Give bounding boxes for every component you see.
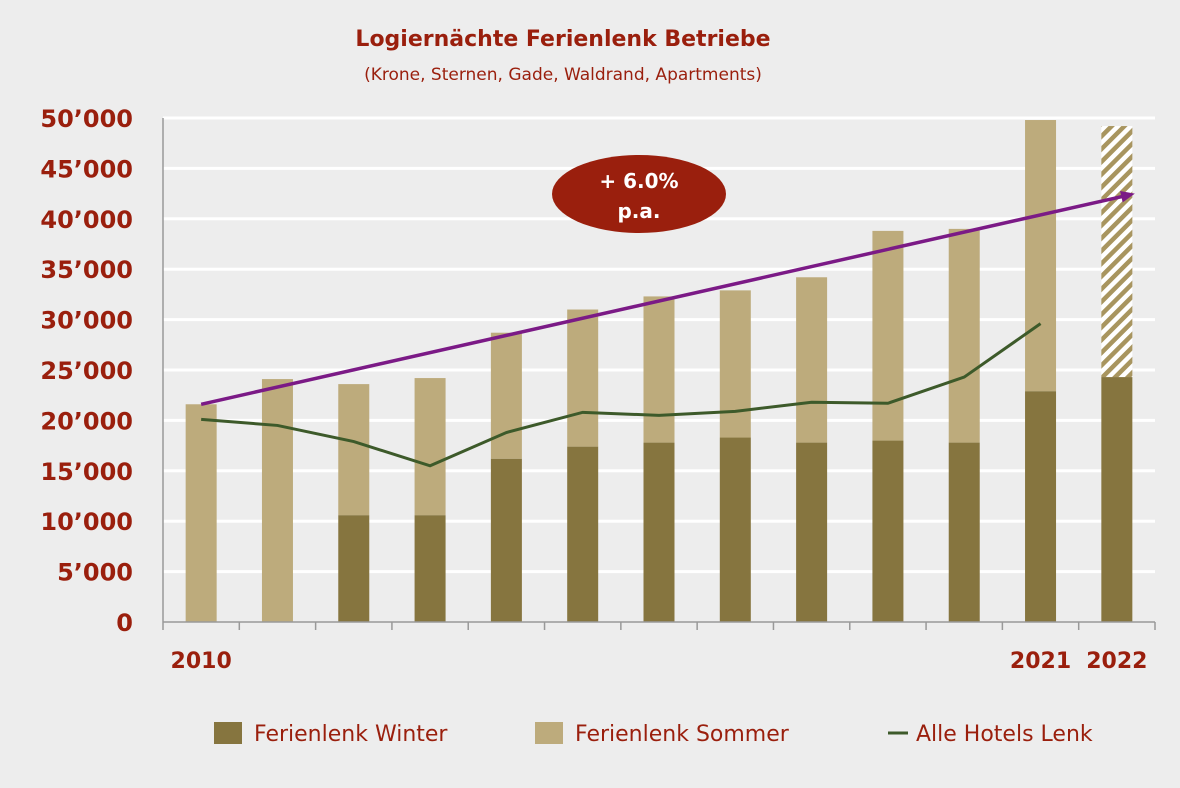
bar-sommer [796, 277, 827, 442]
x-axis: 2010 2021 2022 [163, 622, 1155, 674]
bar-sommer [186, 404, 217, 622]
bar-winter [796, 443, 827, 622]
chart-title: Logiernächte Ferienlenk Betriebe [355, 27, 770, 52]
line-series [201, 324, 1041, 466]
bar-winter [338, 515, 369, 622]
bar-sommer [720, 290, 751, 437]
bar-winter [644, 443, 675, 622]
bar-winter [949, 443, 980, 622]
y-tick-label: 0 [116, 609, 133, 637]
legend-label: Alle Hotels Lenk [916, 722, 1093, 747]
y-tick-label: 20’000 [40, 407, 133, 435]
y-tick-label: 30’000 [40, 307, 133, 335]
bar-winter [415, 515, 446, 622]
legend: Ferienlenk Winter Ferienlenk Sommer Alle H… [214, 722, 1093, 747]
y-tick-label: 45’000 [40, 155, 133, 183]
x-tick-label: 2010 [171, 649, 232, 674]
y-tick-label: 40’000 [40, 206, 133, 234]
y-tick-label: 5’000 [57, 559, 133, 587]
chart-subtitle: (Krone, Sternen, Gade, Waldrand, Apartme… [364, 65, 762, 85]
bar-sommer [872, 231, 903, 441]
bar-sommer [949, 229, 980, 443]
y-tick-label: 35’000 [40, 256, 133, 284]
y-axis: 0 5’000 10’000 15’000 20’000 25’000 30’000 35’0… [40, 105, 133, 637]
bar-winter [491, 459, 522, 622]
bar-sommer [644, 296, 675, 442]
bar-winter [1025, 391, 1056, 622]
y-tick-label: 10’000 [40, 508, 133, 536]
bar-sommer [1101, 126, 1132, 377]
bar-winter [872, 441, 903, 622]
legend-label: Ferienlenk Winter [254, 722, 448, 747]
bar-winter [567, 447, 598, 622]
annotation-line1: + 6.0% [599, 169, 678, 193]
annotation-line2: p.a. [617, 199, 660, 223]
line-alle-hotels [201, 324, 1040, 466]
bar-sommer [567, 310, 598, 447]
annotation: + 6.0% p.a. [552, 155, 726, 233]
bar-sommer [415, 378, 446, 515]
bar-winter [720, 438, 751, 622]
bar-winter [1101, 377, 1132, 622]
y-tick-label: 15’000 [40, 458, 133, 486]
y-tick-label: 50’000 [40, 105, 133, 133]
y-tick-label: 25’000 [40, 357, 133, 385]
bar-sommer [1025, 120, 1056, 391]
bar-sommer [262, 379, 293, 622]
legend-swatch [535, 722, 563, 744]
x-tick-label: 2021 [1010, 649, 1071, 674]
bar-sommer [491, 333, 522, 459]
legend-label: Ferienlenk Sommer [575, 722, 790, 747]
bar-sommer [338, 384, 369, 515]
x-tick-label: 2022 [1086, 649, 1147, 674]
legend-swatch [214, 722, 242, 744]
